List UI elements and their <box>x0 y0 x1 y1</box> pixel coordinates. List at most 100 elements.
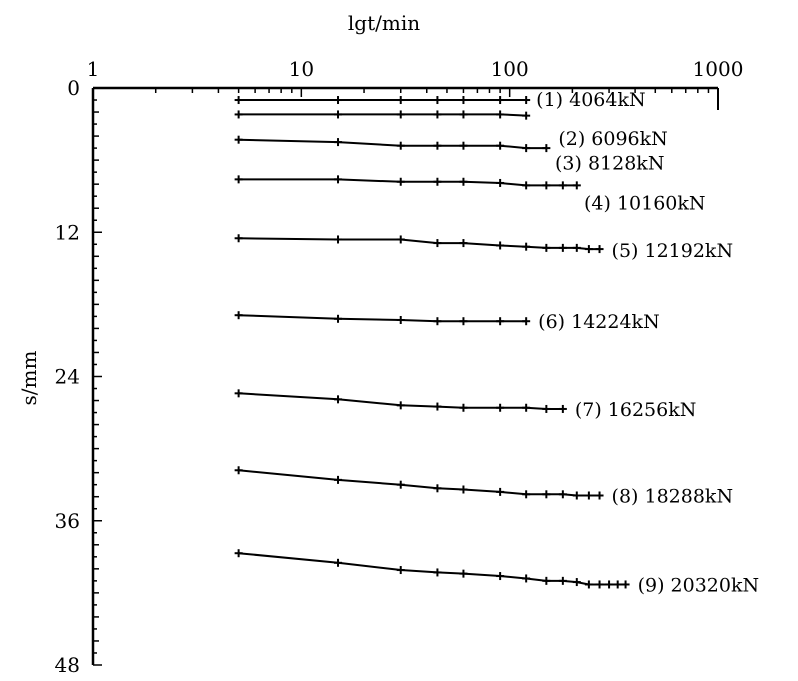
tick-labels: 1 10 100 1000 0 12 24 36 48 <box>55 57 744 677</box>
data-point <box>522 181 531 190</box>
series-0 <box>234 96 531 105</box>
x-tick-label: 10 <box>289 57 314 81</box>
data-point <box>459 485 468 494</box>
data-point <box>572 243 581 252</box>
data-point <box>433 317 442 326</box>
data-point <box>542 490 551 499</box>
series-line <box>238 138 547 150</box>
y-tick-label: 24 <box>55 365 80 389</box>
data-point <box>433 177 442 186</box>
series-6 <box>234 311 531 326</box>
series-label: (6) 14224kN <box>538 311 660 333</box>
data-point <box>558 243 567 252</box>
data-point <box>584 245 593 254</box>
data-point <box>558 181 567 190</box>
data-point <box>522 96 531 105</box>
x-tick-label: 1 <box>87 57 100 81</box>
data-point <box>572 578 581 587</box>
data-point <box>396 235 405 244</box>
series-4 <box>234 175 581 190</box>
data-point <box>595 245 604 254</box>
data-point <box>334 314 343 323</box>
data-point <box>234 466 243 475</box>
data-point <box>433 141 442 150</box>
series-group <box>234 96 630 589</box>
data-point <box>334 110 343 119</box>
data-point <box>433 239 442 248</box>
data-point <box>595 580 604 589</box>
series-5 <box>234 234 604 254</box>
series-7 <box>234 389 567 413</box>
data-point <box>572 181 581 190</box>
data-point <box>522 574 531 583</box>
data-point <box>595 491 604 500</box>
data-point <box>459 141 468 150</box>
data-point <box>496 403 505 412</box>
data-point <box>621 580 630 589</box>
data-point <box>334 558 343 567</box>
data-point <box>433 568 442 577</box>
data-point <box>584 580 593 589</box>
data-point <box>334 235 343 244</box>
data-point <box>234 549 243 558</box>
x-tick-label: 100 <box>491 57 529 81</box>
data-point <box>433 110 442 119</box>
data-point <box>558 490 567 499</box>
data-point <box>459 177 468 186</box>
data-point <box>542 576 551 585</box>
data-point <box>542 144 551 153</box>
data-point <box>496 241 505 250</box>
data-point <box>459 317 468 326</box>
data-point <box>496 487 505 496</box>
data-point <box>433 484 442 493</box>
data-point <box>496 572 505 581</box>
data-point <box>459 96 468 105</box>
data-point <box>234 389 243 398</box>
data-point <box>496 317 505 326</box>
series-line <box>238 113 527 117</box>
series-2 <box>234 135 551 153</box>
data-point <box>496 141 505 150</box>
data-point <box>234 234 243 243</box>
data-point <box>234 96 243 105</box>
series-label: (7) 16256kN <box>575 399 697 421</box>
data-point <box>433 96 442 105</box>
y-tick-label: 48 <box>55 653 80 677</box>
series-labels: (1) 4064kN (2) 6096kN (3) 8128kN (4) 10160k… <box>536 89 759 596</box>
series-line <box>238 314 527 323</box>
data-point <box>542 243 551 252</box>
data-point <box>522 111 531 120</box>
y-tick-label: 0 <box>67 76 80 100</box>
data-point <box>522 403 531 412</box>
data-point <box>396 177 405 186</box>
data-point <box>613 580 622 589</box>
data-point <box>334 138 343 147</box>
data-point <box>522 490 531 499</box>
y-tick-label: 36 <box>55 509 80 533</box>
data-point <box>584 491 593 500</box>
series-label: (5) 12192kN <box>612 240 734 262</box>
data-point <box>334 96 343 105</box>
data-point <box>396 566 405 575</box>
data-point <box>522 242 531 251</box>
data-point <box>396 110 405 119</box>
data-point <box>459 403 468 412</box>
data-point <box>334 475 343 484</box>
data-point <box>234 175 243 184</box>
series-label: (9) 20320kN <box>638 574 760 596</box>
data-point <box>459 239 468 248</box>
series-label: (3) 8128kN <box>555 153 664 175</box>
series-label: (8) 18288kN <box>612 486 734 508</box>
y-tick-label: 12 <box>55 220 80 244</box>
series-8 <box>234 466 604 500</box>
data-point <box>558 404 567 413</box>
data-point <box>605 580 614 589</box>
series-9 <box>234 549 630 589</box>
data-point <box>496 110 505 119</box>
data-point <box>542 404 551 413</box>
data-point <box>496 96 505 105</box>
data-point <box>522 144 531 153</box>
axis-ticks <box>92 87 719 666</box>
data-point <box>396 316 405 325</box>
